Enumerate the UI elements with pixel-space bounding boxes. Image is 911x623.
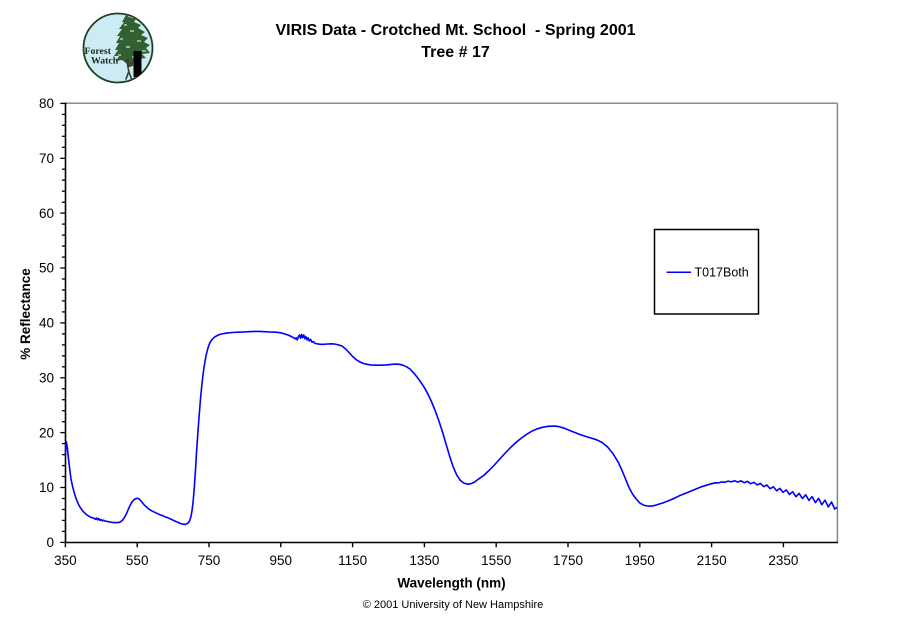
svg-text:Forest: Forest — [84, 46, 111, 57]
svg-text:20: 20 — [39, 425, 54, 440]
svg-text:10: 10 — [39, 480, 54, 495]
svg-text:40: 40 — [39, 316, 54, 331]
svg-text:0: 0 — [46, 535, 54, 550]
svg-text:2150: 2150 — [697, 553, 727, 568]
svg-text:50: 50 — [39, 261, 54, 276]
svg-text:1150: 1150 — [338, 553, 367, 568]
svg-text:350: 350 — [54, 553, 77, 568]
svg-text:30: 30 — [39, 371, 54, 386]
svg-text:550: 550 — [126, 553, 149, 568]
svg-text:750: 750 — [198, 553, 221, 568]
svg-text:Watch: Watch — [91, 55, 119, 66]
svg-text:950: 950 — [270, 553, 293, 568]
svg-text:Wavelength (nm): Wavelength (nm) — [397, 576, 505, 591]
svg-text:2350: 2350 — [768, 553, 798, 568]
svg-text:80: 80 — [39, 96, 54, 111]
svg-text:70: 70 — [39, 151, 54, 166]
svg-text:60: 60 — [39, 206, 54, 221]
svg-text:T017Both: T017Both — [695, 266, 749, 280]
svg-text:1350: 1350 — [409, 553, 439, 568]
svg-text:© 2001 University of New Hamps: © 2001 University of New Hampshire — [363, 599, 544, 611]
svg-text:1750: 1750 — [553, 553, 583, 568]
svg-text:1950: 1950 — [625, 553, 655, 568]
svg-text:% Reflectance: % Reflectance — [18, 268, 33, 360]
svg-text:1550: 1550 — [481, 553, 511, 568]
